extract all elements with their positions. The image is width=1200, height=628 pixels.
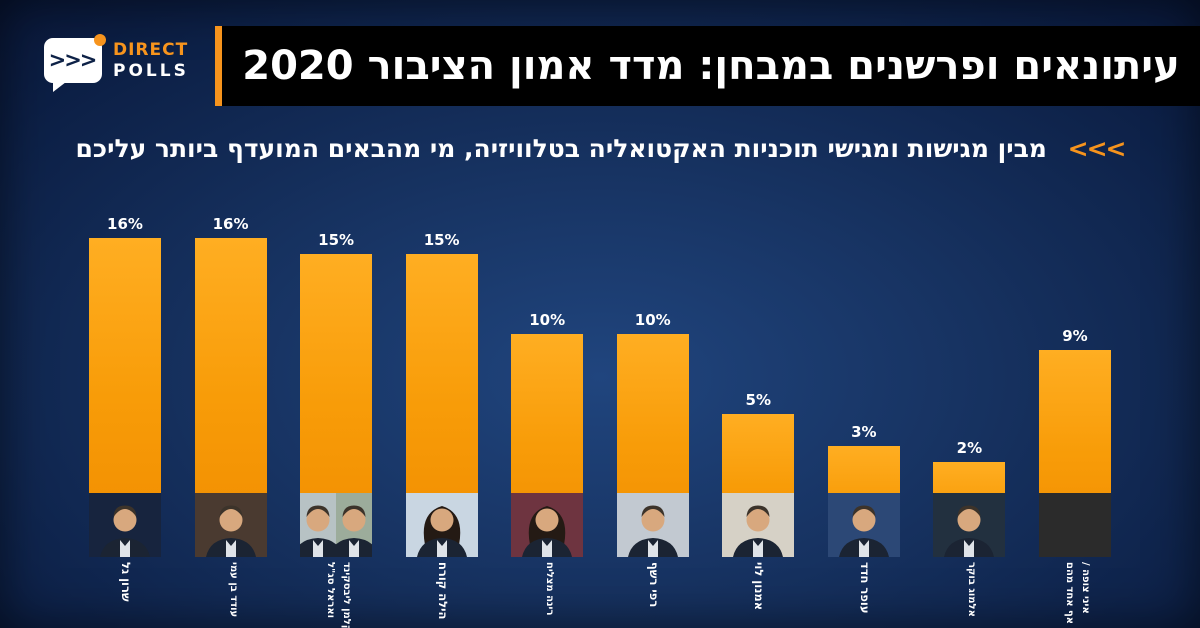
orange-dot-icon	[94, 34, 106, 46]
candidate-photo	[511, 493, 584, 557]
bar	[933, 462, 1006, 557]
bar	[194, 238, 267, 557]
candidate-photo	[933, 493, 1006, 557]
bar	[722, 414, 795, 557]
bar-value-label: 2%	[956, 439, 983, 457]
candidate-name: הילה קורח	[393, 562, 491, 622]
person-photo	[194, 493, 267, 557]
title-banner: עיתונאים ופרשנים במבחן: מדד אמון הציבור …	[222, 26, 1200, 106]
candidate-photo	[616, 493, 689, 557]
bar-value-label: 5%	[745, 391, 772, 409]
person-photo	[933, 493, 1006, 557]
chevron-arrows-icon: >>>	[48, 48, 98, 72]
candidate-name: קלמן ליבסקינד ואראל סג"ל	[287, 562, 385, 628]
bar-chart: 16% שרון גל 16% עודד בן עמי 15% קלמן ליבסקינד…	[76, 215, 1124, 628]
brand-text: DIRECT POLLS	[113, 40, 189, 81]
bar	[405, 254, 478, 557]
brand-polls: POLLS	[113, 60, 189, 81]
bar-value-label: 3%	[851, 423, 877, 441]
candidate-photo	[194, 493, 267, 557]
person-photo	[300, 493, 337, 557]
candidate-name: איני צופה / אף אחד מהם	[1026, 562, 1124, 625]
candidate-name: רפי רשף	[604, 562, 702, 622]
person-photo	[827, 493, 900, 557]
candidate-name-line: ואראל סג"ל	[325, 562, 337, 619]
candidate-name-line: הילה קורח	[435, 562, 450, 620]
bar-column: 16% שרון גל	[76, 215, 174, 622]
candidate-photos	[300, 493, 373, 557]
bar-column: 5% אמנון לוי	[709, 391, 807, 622]
candidate-name-line: קלמן ליבסקינד	[341, 562, 353, 628]
candidate-name-line: אמנון לוי	[752, 562, 767, 611]
bar-column: 2% אלמוג בוקר	[920, 439, 1018, 622]
bar-value-label: 15%	[423, 231, 460, 249]
candidate-name: שרון גל	[76, 562, 174, 622]
person-photo	[336, 493, 373, 557]
candidate-name: עופר חדד	[815, 562, 913, 622]
bar-value-label: 9%	[1062, 327, 1088, 345]
bar-column: 9% איני צופה / אף אחד מהם	[1026, 327, 1124, 625]
orange-divider-bar	[215, 26, 222, 106]
speech-bubble-icon: >>>	[44, 34, 106, 92]
candidate-name: אלמוג בוקר	[920, 562, 1018, 622]
bar-value-label: 10%	[634, 311, 671, 329]
candidate-photo	[405, 493, 478, 557]
candidate-name-line: רפי רשף	[646, 562, 661, 608]
candidate-name-line: איני צופה /	[1079, 562, 1091, 614]
candidate-name: עודד בן עמי	[182, 562, 280, 622]
bar-value-label: 10%	[529, 311, 566, 329]
person-photo	[511, 493, 584, 557]
bar	[89, 238, 161, 557]
bar-column: 10% רינה מצליח	[498, 311, 596, 622]
bar	[511, 334, 584, 557]
bar-column: 15% הילה קורח	[393, 231, 491, 622]
bar-column: 15% קלמן ליבסקינד ואראל סג"ל	[287, 231, 385, 628]
left-chevrons-icon: <<<	[1067, 134, 1127, 163]
direct-polls-logo: >>> DIRECT POLLS	[44, 34, 189, 92]
bar	[827, 446, 900, 557]
bar-column: 10% רפי רשף	[604, 311, 702, 622]
candidate-name-line: אף אחד מהם	[1063, 562, 1075, 625]
candidate-photo	[89, 493, 161, 557]
bar-value-label: 15%	[318, 231, 355, 249]
bar-value-label: 16%	[107, 215, 143, 233]
person-photo	[405, 493, 478, 557]
candidate-name-line: שרון גל	[119, 562, 133, 602]
candidate-photo	[722, 493, 795, 557]
survey-question: <<< מבין מגישות ומגישי תוכניות האקטואליה…	[0, 134, 1200, 163]
candidate-name-line: אלמוג בוקר	[966, 562, 978, 617]
no-photo-block	[1038, 493, 1111, 557]
candidate-name: אמנון לוי	[709, 562, 807, 622]
bar-column: 16% עודד בן עמי	[182, 215, 280, 622]
survey-question-text: מבין מגישות ומגישי תוכניות האקטואליה בטל…	[75, 134, 1047, 163]
person-photo	[89, 493, 161, 557]
bar-column: 3% עופר חדד	[815, 423, 913, 622]
bar-value-label: 16%	[212, 215, 249, 233]
candidate-name-line: עודד בן עמי	[227, 562, 239, 618]
person-photo	[616, 493, 689, 557]
candidate-name: רינה מצליח	[498, 562, 596, 622]
bar	[1038, 350, 1111, 557]
bar	[300, 254, 373, 557]
page-title: עיתונאים ופרשנים במבחן: מדד אמון הציבור …	[242, 43, 1180, 89]
person-photo	[722, 493, 795, 557]
candidate-photo	[827, 493, 900, 557]
bar	[616, 334, 689, 557]
brand-direct: DIRECT	[113, 40, 189, 61]
candidate-name-line: רינה מצליח	[544, 562, 556, 616]
candidate-name-line: עופר חדד	[857, 562, 872, 614]
